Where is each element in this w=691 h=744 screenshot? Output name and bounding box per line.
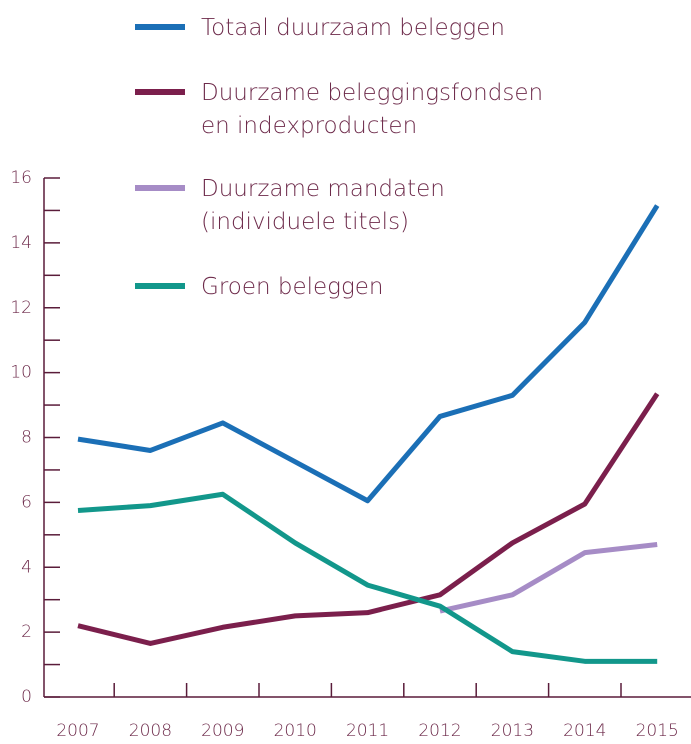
legend-item: Duurzame beleggingsfondsen en indexprodu… — [135, 77, 571, 143]
legend-item: Groen beleggen — [135, 271, 571, 304]
x-tick-label: 2014 — [563, 721, 606, 741]
legend-swatch — [135, 283, 185, 289]
legend-item: Duurzame mandaten (individuele titels) — [135, 173, 571, 239]
legend-swatch — [135, 89, 185, 95]
y-tick-label: 6 — [21, 492, 32, 512]
x-tick-label: 2013 — [491, 721, 534, 741]
y-tick-label: 14 — [10, 233, 32, 253]
series-line — [77, 491, 658, 664]
legend-label: Totaal duurzaam beleggen — [201, 15, 505, 41]
series-line — [77, 392, 660, 646]
x-tick-label: 2008 — [129, 721, 172, 741]
legend-label: Groen beleggen — [201, 274, 384, 300]
y-tick-label: 10 — [10, 363, 32, 383]
series-line — [439, 542, 658, 614]
x-tick-label: 2009 — [201, 721, 244, 741]
legend-swatch — [135, 24, 185, 30]
x-tick-label: 2010 — [274, 721, 317, 741]
y-tick-label: 16 — [10, 168, 32, 188]
x-tick-label: 2015 — [636, 721, 679, 741]
y-tick-label: 0 — [21, 687, 32, 707]
legend-item: Totaal duurzaam beleggen — [135, 12, 571, 45]
legend-label: Duurzame mandaten (individuele titels) — [201, 176, 445, 235]
legend-label: Duurzame beleggingsfondsen en indexprodu… — [201, 80, 544, 139]
x-tick-label: 2011 — [346, 721, 389, 741]
series-line — [77, 204, 660, 504]
legend-swatch — [135, 185, 185, 191]
x-tick-label: 2012 — [418, 721, 461, 741]
y-tick-label: 8 — [21, 428, 32, 448]
y-tick-label: 2 — [21, 622, 32, 642]
y-tick-label: 12 — [10, 298, 32, 318]
y-tick-label: 4 — [21, 557, 32, 577]
x-tick-label: 2007 — [56, 721, 99, 741]
